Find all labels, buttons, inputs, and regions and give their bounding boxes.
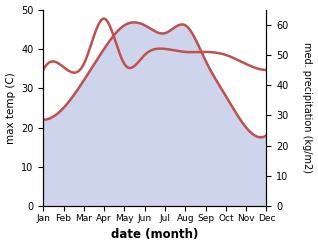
X-axis label: date (month): date (month): [111, 228, 198, 242]
Y-axis label: max temp (C): max temp (C): [5, 72, 16, 144]
Y-axis label: med. precipitation (kg/m2): med. precipitation (kg/m2): [302, 42, 313, 173]
